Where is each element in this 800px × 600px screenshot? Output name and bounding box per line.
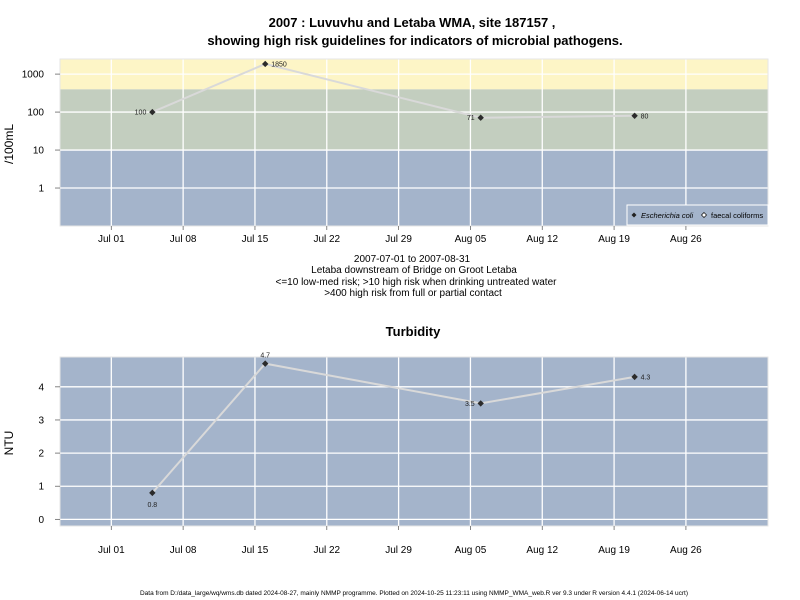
data-label: 4.3	[641, 374, 651, 381]
series-line	[151, 362, 635, 494]
data-point	[631, 112, 638, 119]
x-tick-label: Aug 12	[526, 545, 558, 556]
series-layer: 100 1850 71 80	[135, 60, 649, 122]
y-tick-label: 1	[38, 184, 44, 195]
plot-border	[59, 356, 769, 527]
x-tick-label: Jul 29	[385, 545, 412, 556]
data-label: 0.8	[147, 502, 157, 509]
chart-subtitle: showing high risk guidelines for indicat…	[207, 33, 622, 48]
risk-bands	[60, 59, 768, 226]
series-layer: 0.8 4.7 3.5 4.3	[147, 353, 650, 509]
legend-faecal-label: faecal coliforms	[711, 211, 763, 220]
x-tick-label: Jul 22	[313, 234, 340, 245]
risk-band-1	[60, 89, 768, 151]
series-line	[151, 62, 635, 119]
y-axis-label: /100mL	[2, 124, 16, 164]
x-tick-label: Jul 15	[242, 234, 269, 245]
data-point	[149, 489, 156, 497]
data-label: 80	[641, 113, 649, 120]
plot-background-rect	[60, 357, 768, 526]
data-label: 1850	[271, 61, 287, 68]
y-axis-label: NTU	[2, 431, 16, 456]
x-tick-label: Aug 12	[526, 234, 558, 245]
contact-risk-caption: >400 high risk from full or partial cont…	[324, 288, 502, 299]
data-point	[262, 360, 269, 367]
data-label: 71	[467, 115, 475, 122]
chart-title: 2007 : Luvuvhu and Letaba WMA, site 1871…	[269, 15, 556, 30]
data-label: 4.7	[260, 353, 270, 360]
plot-border	[59, 58, 769, 227]
data-label: 3.5	[465, 401, 475, 408]
y-tick-label: 4	[38, 382, 44, 393]
x-axis-ticks: Jul 01 Jul 08 Jul 15 Jul 22 Jul 29 Aug 05 Aug …	[98, 226, 702, 245]
y-tick-label: 2	[38, 449, 44, 460]
site-caption: Letaba downstream of Bridge on Groot Let…	[311, 265, 517, 276]
legend-faecal-marker	[700, 211, 708, 219]
data-point	[262, 60, 269, 68]
x-tick-label: Aug 19	[598, 545, 630, 556]
y-tick-label: 100	[27, 108, 44, 119]
x-tick-label: Jul 08	[170, 234, 197, 245]
plot-background	[60, 357, 768, 526]
data-point	[477, 114, 484, 121]
data-point	[631, 373, 638, 381]
x-tick-label: Jul 29	[385, 234, 412, 245]
x-axis-ticks: Jul 01 Jul 08 Jul 15 Jul 22 Jul 29 Aug 05 Aug …	[98, 526, 702, 556]
plot-frame	[59, 58, 769, 227]
x-tick-label: Aug 26	[670, 234, 702, 245]
ecoli-panel: 100 1850 71 80 1 10 100 1000 Jul 01 Jul 08 Jul 1…	[2, 58, 769, 299]
x-tick-label: Jul 22	[313, 545, 340, 556]
x-tick-label: Jul 01	[98, 545, 125, 556]
y-tick-label: 3	[38, 415, 44, 426]
turbidity-title: Turbidity	[386, 324, 441, 339]
y-tick-label: 1000	[22, 70, 45, 81]
y-tick-label: 10	[33, 146, 45, 157]
y-axis-ticks: 1 10 100 1000	[22, 70, 60, 195]
x-tick-label: Jul 08	[170, 545, 197, 556]
plot-frame	[59, 356, 769, 527]
grid-lines	[60, 59, 768, 226]
data-label: 100	[135, 110, 147, 117]
x-tick-label: Jul 15	[242, 545, 269, 556]
x-tick-label: Aug 05	[455, 234, 487, 245]
legend-ecoli-label: Escherichia coli	[641, 211, 693, 220]
legend-ecoli-marker	[631, 212, 637, 218]
y-tick-label: 1	[38, 482, 44, 493]
x-tick-label: Aug 19	[598, 234, 630, 245]
x-tick-label: Aug 26	[670, 545, 702, 556]
x-tick-label: Jul 01	[98, 234, 125, 245]
date-range-caption: 2007-07-01 to 2007-08-31	[354, 254, 471, 265]
footer-note: Data from D:/data_large/wq/wms.db dated …	[140, 590, 688, 597]
data-point	[149, 108, 156, 116]
data-point	[477, 400, 484, 407]
legend: Escherichia coli faecal coliforms	[626, 204, 769, 226]
y-axis-ticks: 0 1 2 3 4	[38, 382, 60, 526]
low-risk-caption: <=10 low-med risk; >10 high risk when dr…	[276, 277, 558, 288]
grid-lines	[60, 357, 768, 526]
legend-box	[626, 204, 769, 226]
x-tick-label: Aug 05	[455, 545, 487, 556]
y-tick-label: 0	[38, 515, 44, 526]
